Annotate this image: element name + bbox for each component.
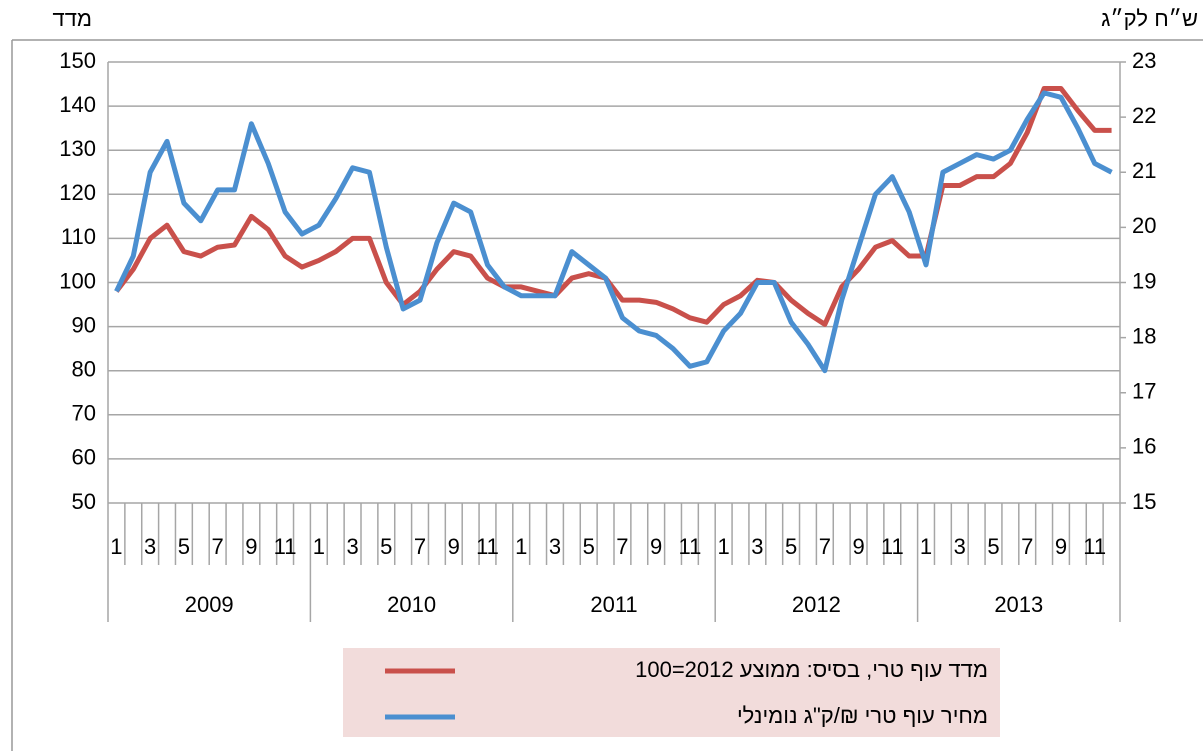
x-tick-label: 5	[178, 534, 190, 559]
y-tick-label: 120	[59, 180, 96, 205]
x-tick-label: 3	[549, 534, 561, 559]
x-tick-label: 7	[414, 534, 426, 559]
y2-tick-label: 18	[1132, 323, 1156, 348]
year-label: 2011	[590, 592, 637, 617]
x-tick-label: 1	[515, 534, 527, 559]
y-tick-label: 110	[61, 224, 96, 249]
y2-tick-label: 22	[1132, 103, 1156, 128]
y-tick-label: 150	[59, 48, 96, 73]
series-line	[114, 85, 1112, 327]
x-tick-label: 7	[819, 534, 831, 559]
x-tick-label: 9	[245, 534, 257, 559]
y-tick-label: 80	[72, 357, 96, 382]
x-tick-label: 9	[448, 534, 460, 559]
x-tick-label: 3	[346, 534, 358, 559]
y2-tick-label: 20	[1132, 213, 1156, 238]
x-tick-label: 3	[954, 534, 966, 559]
year-label: 2009	[185, 592, 234, 617]
y2-tick-label: 15	[1132, 489, 1156, 514]
y2-tick-label: 21	[1132, 158, 1156, 183]
year-label: 2012	[792, 592, 841, 617]
y2-axis-title: ש״ח לק״ג	[1101, 6, 1198, 31]
legend-label: מחיר עוף טרי ₪/ק"ג נומינלי	[737, 703, 988, 728]
x-tick-label: 9	[1055, 534, 1067, 559]
y-axis-title: מדד	[53, 6, 93, 31]
x-tick-label: 1	[920, 534, 932, 559]
x-tick-label: 5	[583, 534, 595, 559]
y2-tick-label: 23	[1132, 48, 1156, 73]
x-tick-label: 5	[987, 534, 999, 559]
y-tick-label: 140	[59, 92, 96, 117]
y2-tick-label: 17	[1132, 379, 1156, 404]
x-tick-label: 1	[110, 534, 122, 559]
x-tick-label: 5	[380, 534, 392, 559]
x-tick-label: 11	[274, 534, 297, 559]
x-tick-label: 3	[144, 534, 156, 559]
x-tick-label: 3	[751, 534, 763, 559]
x-tick-label: 1	[313, 534, 325, 559]
x-tick-label: 7	[1021, 534, 1033, 559]
y-tick-label: 50	[72, 489, 96, 514]
x-tick-label: 9	[650, 534, 662, 559]
y2-tick-label: 16	[1132, 434, 1156, 459]
y2-tick-label: 19	[1132, 268, 1156, 293]
x-tick-label: 11	[476, 534, 499, 559]
x-tick-label: 9	[852, 534, 864, 559]
series-line	[114, 90, 1113, 374]
y-tick-label: 90	[72, 312, 96, 337]
x-tick-label: 7	[616, 534, 628, 559]
x-tick-label: 11	[1083, 534, 1106, 559]
y-tick-label: 100	[59, 268, 96, 293]
x-tick-label: 11	[881, 534, 904, 559]
year-label: 2010	[387, 592, 436, 617]
x-tick-label: 5	[785, 534, 797, 559]
y-tick-label: 60	[72, 445, 96, 470]
y-tick-label: 130	[59, 136, 96, 161]
year-label: 2013	[994, 592, 1043, 617]
legend-box	[343, 648, 1000, 737]
x-tick-label: 1	[718, 534, 730, 559]
y-tick-label: 70	[72, 401, 96, 426]
x-tick-label: 7	[212, 534, 224, 559]
legend-label: מדד עוף טרי, בסיס: ממוצע 2012=100	[635, 657, 988, 682]
x-tick-label: 11	[678, 534, 701, 559]
